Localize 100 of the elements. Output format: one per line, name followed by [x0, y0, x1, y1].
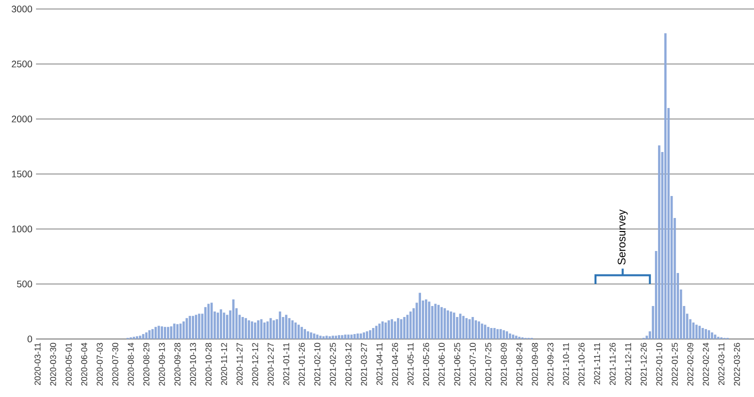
bar — [136, 336, 138, 339]
x-tick-label: 2020-07-03 — [96, 342, 103, 386]
bar — [304, 329, 306, 339]
bar — [272, 320, 275, 339]
bar — [384, 322, 387, 339]
bar — [400, 319, 402, 339]
x-tick-label: 2021-03-12 — [345, 342, 352, 386]
y-tick-label: 3000 — [12, 6, 32, 12]
y-tick-label: 2500 — [12, 60, 32, 68]
bar — [487, 326, 490, 339]
bar — [372, 328, 374, 339]
x-tick-label: 2021-10-11 — [562, 342, 569, 385]
bar — [319, 336, 322, 339]
x-tick-label: 2020-11-12 — [221, 342, 228, 385]
x-tick-label: 2022-02-24 — [702, 342, 709, 386]
bar — [490, 328, 493, 339]
bar — [468, 319, 471, 339]
x-tick-label: 2021-10-26 — [578, 342, 585, 386]
x-tick-label: 2020-08-14 — [128, 342, 134, 386]
bar — [698, 326, 701, 339]
y-tick-label: 2000 — [12, 116, 32, 122]
bar — [658, 145, 660, 339]
bar — [270, 318, 272, 339]
bar — [403, 317, 406, 339]
x-tick-label: 2021-11-11 — [594, 342, 600, 384]
bar — [142, 334, 144, 339]
bar — [158, 326, 160, 339]
x-tick-label: 2021-04-26 — [392, 342, 398, 386]
bar — [338, 335, 340, 339]
y-tick-label: 1000 — [12, 226, 32, 232]
x-tick-label: 2020-12-12 — [252, 342, 258, 386]
bar — [232, 299, 235, 339]
bar — [328, 336, 331, 339]
bar — [173, 324, 176, 339]
bar — [347, 334, 350, 339]
bar — [325, 336, 328, 339]
bar — [396, 318, 400, 339]
bar — [368, 330, 372, 339]
bar — [298, 324, 300, 339]
x-tick-label: 2021-06-10 — [438, 342, 445, 386]
x-tick-label: 2021-09-08 — [532, 342, 538, 386]
x-tick-label: 2020-03-30 — [50, 342, 56, 386]
bar — [288, 318, 290, 339]
x-tick-label: 2022-01-25 — [672, 342, 678, 386]
bar — [186, 318, 188, 339]
x-tick-label: 2020-09-28 — [174, 342, 180, 386]
x-tick-label: 2021-07-25 — [485, 342, 492, 386]
x-tick-label: 2021-08-24 — [516, 342, 522, 386]
x-tick-label: 2021-12-11 — [625, 342, 632, 385]
x-tick-label: 2022-03-26 — [734, 342, 740, 386]
bar — [474, 320, 477, 339]
bar — [444, 308, 446, 339]
bar — [418, 292, 422, 339]
x-tick-label: 2022-01-10 — [656, 342, 662, 386]
x-tick-label: 2021-09-23 — [547, 342, 554, 386]
y-tick-label: 1500 — [12, 170, 32, 178]
bar — [350, 334, 353, 339]
bar — [512, 334, 514, 339]
bar — [484, 324, 486, 339]
bar — [646, 336, 648, 339]
bar — [472, 317, 474, 339]
bar — [459, 314, 462, 339]
x-tick-label: 2021-02-25 — [330, 342, 336, 386]
x-tick-label: 2020-07-30 — [112, 342, 118, 386]
x-tick-label: 2020-12-27 — [268, 342, 274, 386]
bar — [332, 336, 334, 339]
x-tick-label: 2021-03-27 — [360, 342, 367, 386]
bar — [375, 326, 378, 339]
x-tick-label: 2021-01-11 — [283, 342, 290, 385]
bar — [254, 322, 256, 339]
x-tick-label: 2022-02-09 — [687, 342, 694, 386]
x-tick-label: 2020-06-04 — [81, 342, 88, 386]
bar — [160, 326, 164, 339]
x-tick-label: 2021-11-26 — [610, 342, 616, 385]
bar — [462, 316, 465, 339]
x-tick-label: 2021-05-26 — [423, 342, 430, 386]
bar — [170, 326, 172, 339]
bar — [704, 329, 707, 339]
bar — [390, 319, 394, 339]
x-tick-label: 2021-12-26 — [640, 342, 647, 386]
annotation: Serosurvey — [618, 209, 628, 265]
bar — [138, 336, 142, 339]
bar — [388, 320, 390, 339]
bar — [257, 320, 260, 339]
bar — [446, 310, 449, 339]
bar — [242, 317, 244, 339]
bar — [182, 321, 185, 339]
bar — [322, 336, 325, 339]
x-tick-label: 2021-04-11 — [376, 342, 382, 385]
bar — [334, 336, 338, 339]
x-tick-label: 2021-02-10 — [314, 342, 320, 386]
bar — [356, 334, 359, 339]
bar — [502, 330, 505, 339]
x-tick-label: 2022-03-11 — [718, 342, 724, 385]
bar — [216, 312, 219, 339]
x-tick-label: 2021-08-09 — [500, 342, 507, 386]
bar — [341, 335, 344, 339]
y-tick-label: 500 — [16, 280, 32, 288]
x-tick-label: 2020-09-13 — [158, 342, 165, 386]
bar — [285, 314, 288, 339]
